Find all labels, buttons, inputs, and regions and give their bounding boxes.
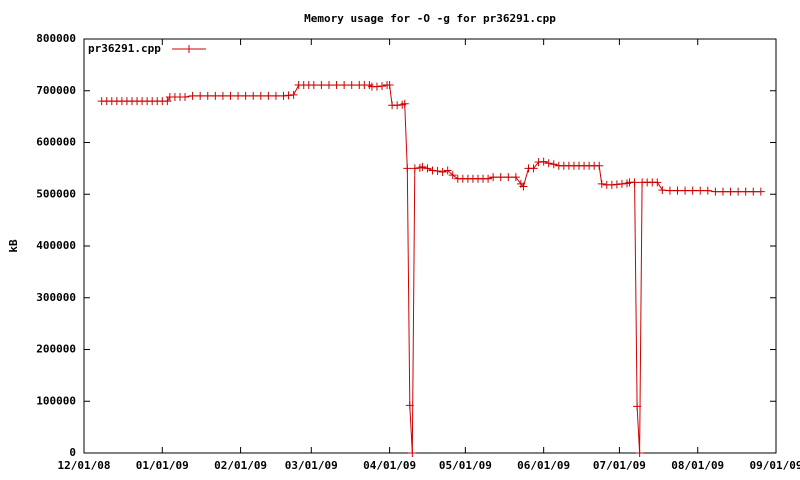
point-marker <box>511 173 520 182</box>
point-marker <box>372 82 381 91</box>
point-marker <box>393 101 402 110</box>
y-tick-label: 300000 <box>36 291 76 304</box>
point-marker <box>534 158 543 167</box>
point-marker <box>607 180 616 189</box>
x-tick-label: 06/01/09 <box>517 459 570 472</box>
point-marker <box>418 162 427 171</box>
point-marker <box>630 178 639 187</box>
point-marker <box>489 173 498 182</box>
point-marker <box>410 164 419 173</box>
point-marker <box>188 91 197 100</box>
point-marker <box>681 186 690 195</box>
x-tick-label: 01/01/09 <box>136 459 189 472</box>
point-marker <box>544 159 553 168</box>
point-marker <box>211 91 220 100</box>
point-marker <box>711 187 720 196</box>
legend-marker <box>185 45 193 53</box>
point-marker <box>595 161 604 170</box>
point-marker <box>403 164 412 173</box>
point-marker <box>332 81 341 90</box>
point-marker <box>718 187 727 196</box>
point-marker <box>405 401 414 410</box>
chart-title: Memory usage for -O -g for pr36291.cpp <box>304 12 556 25</box>
point-marker <box>665 186 674 195</box>
point-marker <box>385 81 394 90</box>
point-marker <box>549 160 558 169</box>
point-marker <box>203 91 212 100</box>
point-marker <box>241 91 250 100</box>
point-marker <box>423 164 432 173</box>
point-marker <box>289 90 298 99</box>
point-marker <box>529 164 538 173</box>
point-marker <box>734 187 743 196</box>
point-marker <box>218 91 227 100</box>
point-marker <box>347 81 356 90</box>
point-marker <box>340 81 349 90</box>
point-marker <box>688 186 697 195</box>
point-marker <box>408 449 417 457</box>
point-marker <box>741 187 750 196</box>
point-marker <box>234 91 243 100</box>
x-tick-label: 08/01/09 <box>671 459 724 472</box>
point-marker <box>612 180 621 189</box>
point-marker <box>196 91 205 100</box>
point-marker <box>226 91 235 100</box>
y-tick-label: 400000 <box>36 239 76 252</box>
point-marker <box>633 402 642 411</box>
point-marker <box>271 91 280 100</box>
x-tick-label: 05/01/09 <box>439 459 492 472</box>
legend-label: pr36291.cpp <box>88 42 161 55</box>
point-marker <box>617 179 626 188</box>
point-marker <box>378 82 387 91</box>
x-tick-label: 09/01/09 <box>750 459 800 472</box>
point-marker <box>163 97 172 106</box>
point-marker <box>653 178 662 187</box>
point-marker <box>448 171 457 180</box>
y-tick-label: 200000 <box>36 343 76 356</box>
y-tick-label: 600000 <box>36 136 76 149</box>
point-marker <box>726 187 735 196</box>
x-tick-label: 03/01/09 <box>285 459 338 472</box>
y-tick-label: 800000 <box>36 32 76 45</box>
y-tick-label: 100000 <box>36 394 76 407</box>
point-marker <box>438 167 447 176</box>
point-marker <box>756 187 765 196</box>
y-tick-label: 700000 <box>36 84 76 97</box>
point-marker <box>264 91 273 100</box>
point-marker <box>279 91 288 100</box>
point-marker <box>443 166 452 175</box>
point-marker <box>309 81 318 90</box>
point-marker <box>658 186 667 195</box>
point-marker <box>484 174 493 183</box>
x-tick-label: 04/01/09 <box>363 459 416 472</box>
point-marker <box>539 157 548 166</box>
point-marker <box>181 92 190 101</box>
point-marker <box>317 81 326 90</box>
point-marker <box>284 91 293 100</box>
point-marker <box>597 179 606 188</box>
point-marker <box>433 166 442 175</box>
x-tick-label: 02/01/09 <box>214 459 267 472</box>
y-tick-label: 500000 <box>36 187 76 200</box>
point-marker <box>400 99 409 108</box>
point-marker <box>496 173 505 182</box>
point-marker <box>696 186 705 195</box>
point-marker <box>519 182 528 191</box>
point-marker <box>249 91 258 100</box>
point-marker <box>635 449 644 457</box>
x-tick-label: 12/01/08 <box>58 459 111 472</box>
y-tick-label: 0 <box>69 446 76 459</box>
point-marker <box>256 91 265 100</box>
x-tick-label: 07/01/09 <box>593 459 646 472</box>
point-marker <box>428 166 437 175</box>
point-marker <box>324 81 333 90</box>
y-axis-label: kB <box>7 239 20 253</box>
point-marker <box>504 173 513 182</box>
point-marker <box>673 186 682 195</box>
point-marker <box>749 187 758 196</box>
point-marker <box>703 186 712 195</box>
